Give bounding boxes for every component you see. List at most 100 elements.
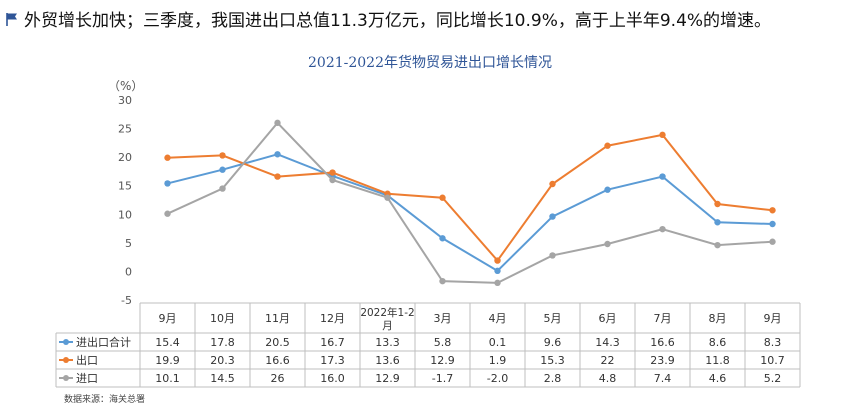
y-tick-label: 15 (118, 180, 132, 193)
data-point-import (714, 241, 721, 249)
data-point-export (769, 207, 776, 214)
data-point-export (439, 194, 446, 201)
y-tick-label: 30 (118, 94, 132, 107)
y-tick-label: 20 (118, 151, 132, 164)
data-point-import (604, 240, 611, 248)
series-line-total (167, 153, 773, 273)
legend-label-export: 出口 (76, 353, 98, 367)
y-tick-label: -5 (121, 294, 132, 307)
chart-title: 2021-2022年货物贸易进出口增长情况 (308, 55, 552, 71)
headline: 外贸增长加快；三季度，我国进出口总值11.3万亿元，同比增长10.9%，高于上半… (4, 6, 771, 31)
table-cell-import: -1.7 (432, 372, 453, 385)
table-cell-total: 0.1 (489, 336, 507, 349)
category-label: 7月 (654, 312, 672, 325)
table-cell-export: 15.3 (540, 354, 565, 367)
legend-marker-import (63, 375, 69, 381)
table-cell-export: 13.6 (375, 354, 400, 367)
data-point-import (274, 119, 281, 127)
legend-marker-total (63, 339, 69, 345)
table-cell-total: 16.7 (320, 336, 345, 349)
table-cell-import: 12.9 (375, 372, 400, 385)
table-cell-total: 5.8 (434, 336, 452, 349)
table-cell-import: 10.1 (155, 372, 180, 385)
table-cell-export: 11.8 (705, 354, 730, 367)
table-cell-total: 8.6 (709, 336, 727, 349)
category-label: 12月 (320, 312, 345, 325)
table-cell-import: -2.0 (487, 372, 508, 385)
data-point-export (329, 169, 336, 176)
legend-marker-export (63, 357, 69, 363)
table-cell-import: 7.4 (654, 372, 672, 385)
data-point-total (274, 151, 281, 158)
table-cell-import: 4.8 (599, 372, 617, 385)
table-cell-export: 23.9 (650, 354, 675, 367)
table-cell-export: 10.7 (760, 354, 785, 367)
data-point-total (164, 180, 171, 187)
table-cell-export: 22 (601, 354, 615, 367)
series-line-export (167, 133, 773, 263)
data-point-import (439, 277, 446, 285)
data-point-total (604, 186, 611, 193)
category-label: 8月 (709, 312, 727, 325)
table-cell-total: 14.3 (595, 336, 620, 349)
data-point-export (659, 131, 666, 139)
data-point-total (659, 173, 666, 180)
table-cell-import: 5.2 (764, 372, 782, 385)
table-cell-import: 14.5 (210, 372, 235, 385)
category-label: 4月 (489, 312, 507, 325)
table-cell-export: 12.9 (430, 354, 455, 367)
y-tick-label: 0 (125, 265, 132, 278)
category-label: 11月 (265, 312, 290, 325)
legend-label-total: 进出口合计 (76, 335, 131, 349)
data-point-import (164, 210, 171, 217)
data-point-import (659, 225, 666, 233)
category-label: 5月 (544, 312, 562, 325)
table-cell-total: 20.5 (265, 336, 290, 349)
table-cell-import: 16.0 (320, 372, 345, 385)
table-cell-export: 1.9 (489, 354, 507, 367)
category-label: 10月 (210, 312, 235, 325)
table-cell-export: 20.3 (210, 354, 235, 367)
data-point-total (769, 220, 776, 228)
table-cell-export: 17.3 (320, 354, 345, 367)
table-cell-total: 17.8 (210, 336, 235, 349)
data-point-total (714, 219, 721, 226)
data-point-export (274, 173, 281, 180)
data-point-total (219, 166, 226, 173)
data-point-import (329, 176, 336, 184)
category-label: 9月 (764, 312, 782, 325)
y-tick-label: 25 (118, 123, 132, 136)
data-point-total (549, 213, 556, 220)
category-label-cont: 月 (382, 320, 393, 332)
category-label: 9月 (159, 312, 177, 325)
data-point-total (494, 267, 501, 275)
table-cell-total: 13.3 (375, 336, 400, 349)
table-cell-export: 16.6 (265, 354, 290, 367)
table-cell-export: 19.9 (155, 354, 180, 367)
data-point-import (494, 279, 501, 287)
data-point-export (714, 200, 721, 208)
series-line-import (167, 121, 773, 284)
data-point-import (384, 194, 391, 201)
data-point-import (549, 252, 556, 259)
y-tick-label: 10 (118, 208, 132, 221)
category-label: 3月 (434, 312, 452, 325)
table-cell-total: 16.6 (650, 336, 675, 349)
legend-label-import: 进口 (76, 372, 98, 385)
data-point-export (494, 257, 501, 264)
data-point-total (439, 235, 446, 242)
data-point-export (164, 154, 171, 161)
table-cell-total: 15.4 (155, 336, 180, 349)
data-source: 数据来源：海关总署 (64, 395, 146, 405)
y-tick-label: 5 (125, 237, 132, 250)
data-point-export (604, 142, 611, 149)
table-cell-import: 4.6 (709, 372, 727, 385)
data-point-export (549, 180, 556, 188)
y-axis-unit: （%） (108, 79, 144, 93)
data-point-export (219, 152, 226, 159)
table-cell-total: 9.6 (544, 336, 562, 349)
data-point-import (769, 238, 776, 245)
headline-text: 外贸增长加快；三季度，我国进出口总值11.3万亿元，同比增长10.9%，高于上半… (24, 11, 772, 31)
table-cell-import: 26 (271, 372, 285, 385)
